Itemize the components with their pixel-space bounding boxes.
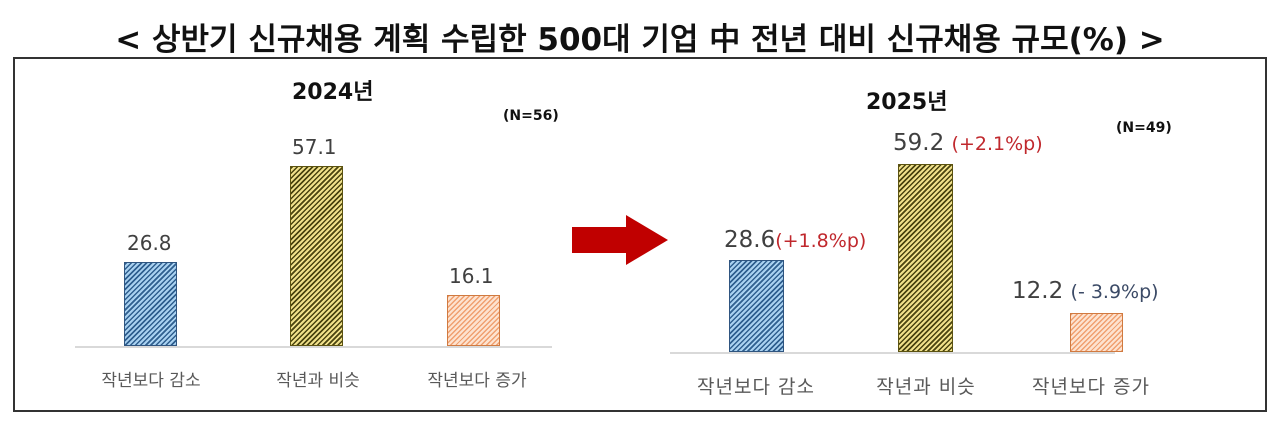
value-label-2024-decrease: 26.8 <box>127 231 172 255</box>
x-axis-2024 <box>75 346 552 348</box>
value-label-2025-decrease: 28.6(+1.8%p) <box>724 227 866 253</box>
right-arrow-icon <box>572 215 668 265</box>
category-2025-increase: 작년보다 증가 <box>1032 376 1150 398</box>
bar-2025-increase <box>1070 313 1123 352</box>
delta-2025-similar: (+2.1%p) <box>951 133 1043 155</box>
value-2025-increase: 12.2 <box>1012 278 1064 304</box>
value-2025-similar: 59.2 <box>893 130 945 156</box>
value-label-2025-similar: 59.2 (+2.1%p) <box>893 130 1043 156</box>
chart-2025-sample-size: (N=49) <box>1116 120 1172 136</box>
delta-2025-decrease: (+1.8%p) <box>775 230 867 252</box>
category-2025-decrease: 작년보다 감소 <box>697 376 815 398</box>
value-label-2024-similar: 57.1 <box>292 135 337 159</box>
value-2025-decrease: 28.6 <box>724 227 776 253</box>
delta-2025-increase: (- 3.9%p) <box>1070 281 1159 303</box>
bar-2024-increase <box>447 295 500 346</box>
x-axis-2025 <box>670 352 1115 354</box>
bar-2025-similar <box>898 164 953 352</box>
chart-2024-title: 2024년 <box>292 80 374 105</box>
chart-2024-sample-size: (N=56) <box>503 108 559 124</box>
chart-frame <box>13 57 1267 412</box>
bar-2025-decrease <box>729 260 784 352</box>
chart-title: < 상반기 신규채용 계획 수립한 500대 기업 中 전년 대비 신규채용 규… <box>115 22 1165 58</box>
category-2024-similar: 작년과 비슷 <box>276 371 360 391</box>
value-label-2024-increase: 16.1 <box>449 264 494 288</box>
category-2025-similar: 작년과 비슷 <box>876 376 976 398</box>
bar-2024-decrease <box>124 262 177 346</box>
bar-2024-similar <box>290 166 343 346</box>
value-label-2025-increase: 12.2 (- 3.9%p) <box>1012 278 1159 304</box>
category-2024-decrease: 작년보다 감소 <box>101 371 201 391</box>
category-2024-increase: 작년보다 증가 <box>427 371 527 391</box>
chart-2025-title: 2025년 <box>866 90 948 115</box>
